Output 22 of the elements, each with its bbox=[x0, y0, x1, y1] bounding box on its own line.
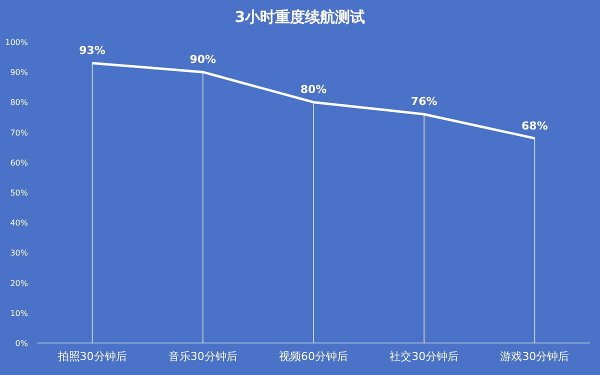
data-label: 93% bbox=[79, 44, 106, 58]
y-tick-label: 90% bbox=[10, 68, 28, 78]
data-label: 90% bbox=[190, 53, 216, 66]
data-label: 80% bbox=[300, 83, 327, 96]
y-tick-label: 40% bbox=[10, 218, 28, 228]
x-tick-label: 音乐30分钟后 bbox=[168, 350, 238, 363]
y-tick-label: 10% bbox=[10, 308, 28, 318]
y-tick-label: 70% bbox=[10, 128, 28, 138]
data-label: 76% bbox=[410, 95, 438, 108]
y-tick-label: 50% bbox=[10, 188, 28, 198]
y-tick-label: 20% bbox=[10, 278, 28, 288]
y-tick-label: 0% bbox=[15, 339, 28, 348]
x-tick-label: 视频60分钟后 bbox=[279, 350, 348, 363]
y-tick-label: 80% bbox=[10, 98, 28, 108]
data-label: 68% bbox=[522, 119, 548, 132]
x-tick-label: 社交30分钟后 bbox=[390, 350, 459, 363]
y-tick-label: 60% bbox=[10, 158, 28, 168]
y-tick-label: 30% bbox=[10, 248, 28, 258]
y-tick-label: 100% bbox=[5, 38, 28, 47]
chart-title: 3小时重度续航测试 bbox=[234, 8, 366, 26]
x-tick-label: 拍照30分钟后 bbox=[56, 350, 127, 363]
x-tick-label: 游戏30分钟后 bbox=[500, 350, 570, 363]
